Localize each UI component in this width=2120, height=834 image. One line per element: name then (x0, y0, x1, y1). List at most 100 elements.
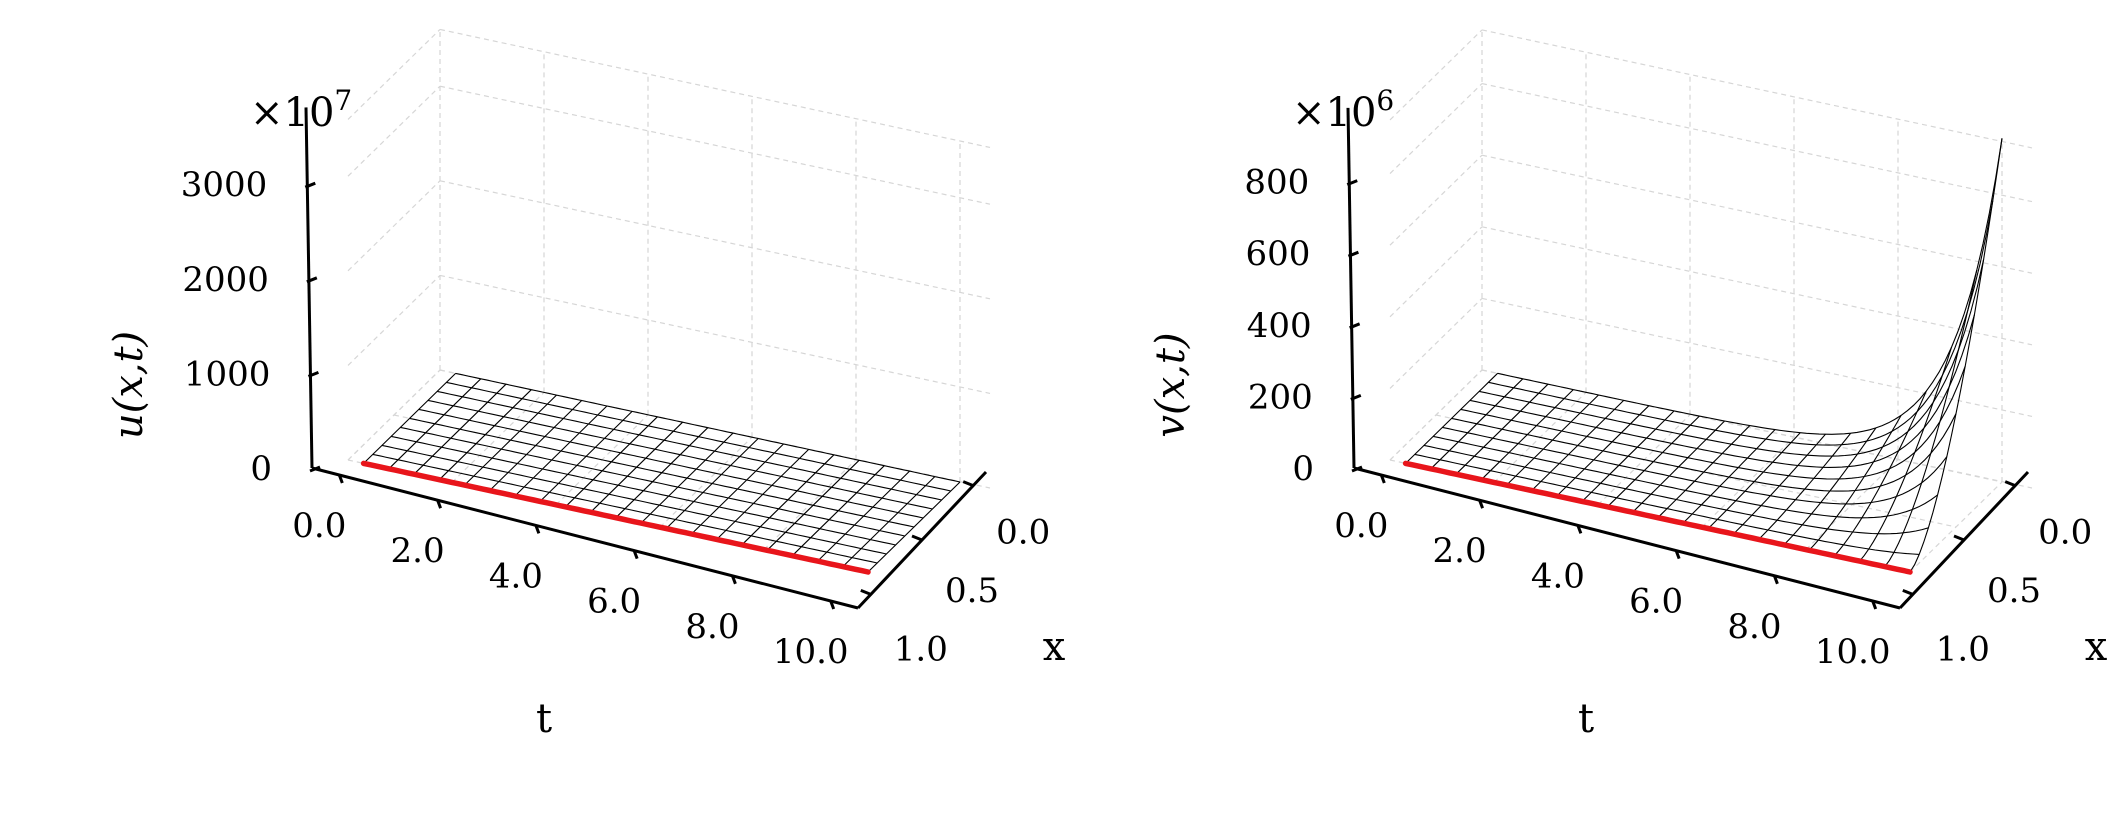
mesh-line-const-t (1581, 410, 1675, 502)
u-surface-mesh (363, 372, 961, 573)
mesh-line-const-t (1833, 390, 1927, 557)
u-x-axis-title: x (1043, 624, 1066, 670)
x-tick (911, 534, 923, 542)
mesh-line-const-t (1556, 405, 1650, 497)
t-tick-label: 6.0 (1629, 582, 1683, 622)
back-wall-grid-horizontal (1481, 83, 2033, 203)
mesh-line-const-t (1783, 427, 1877, 546)
t-tick (632, 550, 639, 560)
floor-grid-line (347, 369, 441, 461)
mesh-line-const-x (1479, 259, 1985, 457)
side-wall-grid-horizontal (1389, 226, 1483, 318)
panel-u-surface: 0 1000 2000 3000 0.0 2.0 4.0 6.0 8.0 10.0 1.0 0.5 0.… (106, 28, 1066, 742)
mesh-line-const-t (363, 373, 456, 464)
mesh-line-const-t (867, 481, 961, 573)
side-wall-grid-horizontal (1389, 83, 1483, 175)
side-wall-grid-horizontal (1389, 297, 1483, 389)
mesh-line-const-t (716, 449, 810, 540)
mesh-line-const-t (388, 378, 482, 470)
mesh-line-const-t (1632, 420, 1725, 513)
t-tick (1674, 550, 1681, 560)
mesh-line-const-t (741, 454, 835, 546)
panel-v-surface: 0 200 400 600 800 0.0 2.0 4.0 6.0 8.0 10.0 1.0 0.5 0.… (1148, 29, 2108, 742)
x-tick-label: 1.0 (1936, 629, 1990, 669)
mesh-line-const-t (1455, 383, 1549, 475)
t-tick-label: 8.0 (1727, 607, 1781, 647)
t-axis-line (311, 466, 859, 610)
mesh-line-const-t (438, 389, 532, 481)
z-tick (1346, 179, 1358, 186)
floor-grid-line (1805, 459, 1899, 551)
side-wall-grid-horizontal (1389, 154, 1483, 246)
back-wall-grid-horizontal (439, 180, 991, 300)
mesh-line-const-t (514, 405, 608, 497)
t-tick (1478, 499, 1484, 509)
mesh-line-const-t (791, 465, 885, 557)
back-wall-grid-horizontal (439, 85, 991, 205)
z-tick (1347, 250, 1359, 258)
t-tick (1773, 575, 1779, 585)
mesh-line-const-t (1480, 389, 1574, 481)
mesh-line-const-t (615, 427, 709, 519)
mesh-line-const-x (1469, 314, 1975, 468)
x-tick (2004, 480, 2016, 487)
back-wall-grid-horizontal (439, 28, 991, 149)
t-tick (534, 524, 541, 534)
u-labels: 0 1000 2000 3000 0.0 2.0 4.0 6.0 8.0 10.0 1.0 0.5 0.… (181, 165, 1050, 672)
x-tick (1953, 534, 1965, 542)
z-tick (1349, 322, 1361, 330)
x-tick (1902, 589, 1914, 596)
mesh-line-const-t (1707, 432, 1801, 529)
back-wall-grid-horizontal (1481, 29, 2033, 149)
mesh-line-const-x (1451, 413, 1957, 492)
x-tick (860, 589, 872, 596)
t-tick (1871, 600, 1878, 610)
z-tick (1350, 394, 1362, 401)
t-tick-label: 2.0 (1433, 531, 1487, 571)
side-wall-grid-horizontal (347, 274, 441, 366)
u-axes (304, 107, 988, 610)
mesh-line-const-t (565, 416, 658, 508)
t-tick-label: 0.0 (1334, 506, 1388, 546)
mesh-line-const-t (1733, 433, 1826, 535)
mesh-line-const-t (1506, 394, 1599, 486)
x-tick-label: 0.0 (996, 513, 1050, 553)
floor-grid-line (1481, 369, 2003, 483)
mesh-line-const-t (640, 432, 734, 524)
mesh-line-const-t (1607, 415, 1700, 508)
v-t-axis-title: t (1578, 696, 1594, 742)
z-tick (304, 181, 316, 189)
z-tick (307, 371, 319, 378)
z-tick-label: 0 (1292, 449, 1314, 489)
mesh-line-const-t (1531, 400, 1625, 491)
mesh-line-const-t (766, 459, 860, 551)
t-tick (731, 575, 737, 585)
t-axis-line (1353, 466, 1901, 610)
v-z-axis-title: v(x,t) (1148, 332, 1194, 437)
x-tick-label: 1.0 (894, 629, 948, 669)
mesh-line-const-t (1430, 378, 1524, 470)
t-tick-label: 4.0 (489, 556, 543, 596)
mesh-line-const-t (1758, 432, 1852, 540)
v-exponent-label: ×106 (1292, 84, 1394, 136)
t-tick-label: 4.0 (1531, 556, 1585, 596)
mesh-line-const-t (1405, 372, 1498, 464)
u-z-axis-title: u(x,t) (106, 331, 152, 439)
mesh-line-const-t (413, 383, 507, 475)
mesh-line-const-t (1682, 429, 1776, 524)
highlight-slice-x1 (360, 460, 871, 575)
x-tick-label: 0.5 (945, 571, 999, 611)
v-x-axis-title: x (2085, 624, 2108, 670)
z-tick-label: 0 (250, 449, 272, 489)
v-axes (1346, 107, 2030, 610)
mesh-line-const-t (691, 443, 784, 535)
side-wall-grid-horizontal (347, 85, 441, 177)
mesh-line-const-t (489, 400, 583, 491)
mesh-line-const-t (539, 411, 633, 502)
x-tick-label: 0.5 (1987, 571, 2041, 611)
t-tick (337, 474, 344, 484)
floor-grid-line (1701, 436, 1795, 528)
mesh-line-const-t (842, 476, 936, 567)
z-tick-label: 400 (1247, 306, 1312, 346)
